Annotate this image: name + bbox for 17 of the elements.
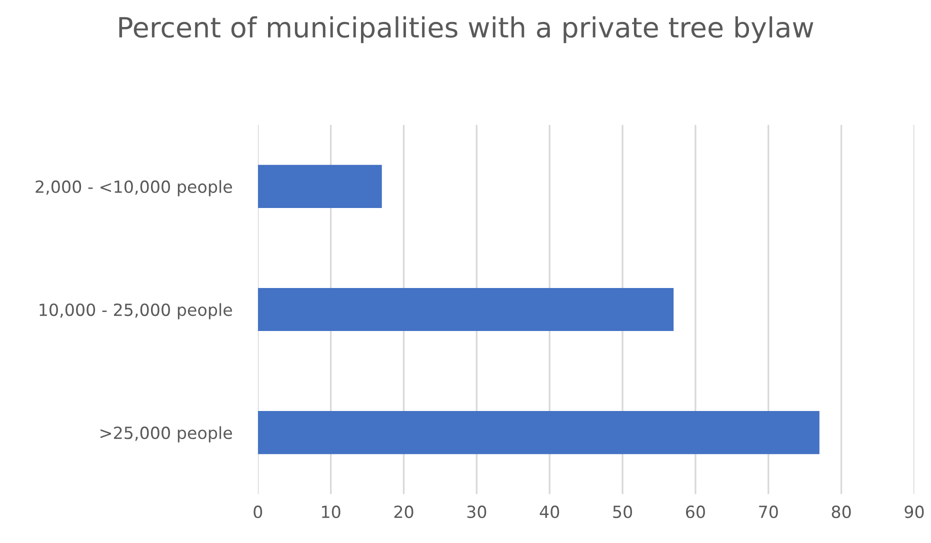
x-tick-label: 0	[254, 506, 262, 518]
bar	[258, 288, 674, 332]
y-tick-label: >25,000 people	[100, 426, 232, 442]
x-tick-label: 40	[540, 506, 560, 518]
y-tick-label: 10,000 - 25,000 people	[40, 303, 232, 320]
x-tick-label: 80	[832, 506, 851, 518]
x-tick-label: 30	[467, 506, 486, 518]
x-tick-label: 20	[394, 506, 414, 518]
x-tick-label: 10	[322, 506, 340, 518]
bar	[258, 411, 820, 454]
bar	[258, 164, 382, 208]
x-tick-label: 50	[613, 506, 632, 518]
x-tick-label: 70	[759, 506, 778, 518]
x-tick-label: 90	[904, 506, 924, 518]
x-tick-label: 60	[686, 506, 705, 518]
chart-title: Percent of municipalities with a private tree bylaw	[119, 16, 814, 44]
y-tick-label: 2,000 - <10,000 people	[36, 180, 232, 196]
